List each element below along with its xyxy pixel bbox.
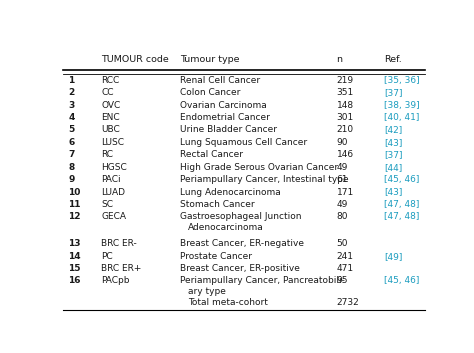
Text: PC: PC [101,252,113,261]
Text: Breast Cancer, ER-positive: Breast Cancer, ER-positive [181,264,301,273]
Text: 95: 95 [337,276,348,286]
Text: SC: SC [101,200,113,209]
Text: BRC ER+: BRC ER+ [101,264,142,273]
Text: Colon Cancer: Colon Cancer [181,88,241,97]
Text: TUMOUR code: TUMOUR code [101,55,169,64]
Text: 146: 146 [337,150,354,159]
Text: [40, 41]: [40, 41] [384,113,420,122]
Text: 61: 61 [337,175,348,184]
Text: 148: 148 [337,101,354,110]
Text: RCC: RCC [101,76,120,85]
Text: [37]: [37] [384,150,403,159]
Text: 1: 1 [68,76,75,85]
Text: 50: 50 [337,239,348,248]
Text: [37]: [37] [384,88,403,97]
Text: [47, 48]: [47, 48] [384,200,420,209]
Text: [43]: [43] [384,187,403,197]
Text: 14: 14 [68,252,81,261]
Text: 6: 6 [68,138,75,147]
Text: 219: 219 [337,76,354,85]
Text: Lung Adenocarcinoma: Lung Adenocarcinoma [181,187,281,197]
Text: Stomach Cancer: Stomach Cancer [181,200,255,209]
Text: 7: 7 [68,150,75,159]
Text: 80: 80 [337,213,348,221]
Text: HGSC: HGSC [101,163,127,172]
Text: 471: 471 [337,264,354,273]
Text: 8: 8 [68,163,75,172]
Text: Periampullary Cancer, Pancreatobili-: Periampullary Cancer, Pancreatobili- [181,276,346,286]
Text: 3: 3 [68,101,75,110]
Text: Endometrial Cancer: Endometrial Cancer [181,113,270,122]
Text: [45, 46]: [45, 46] [384,276,420,286]
Text: 16: 16 [68,276,81,286]
Text: [43]: [43] [384,138,403,147]
Text: [35, 36]: [35, 36] [384,76,420,85]
Text: 241: 241 [337,252,354,261]
Text: Prostate Cancer: Prostate Cancer [181,252,253,261]
Text: n: n [337,55,343,64]
Text: 10: 10 [68,187,81,197]
Text: 171: 171 [337,187,354,197]
Text: [47, 48]: [47, 48] [384,213,420,221]
Text: 9: 9 [68,175,75,184]
Text: Renal Cell Cancer: Renal Cell Cancer [181,76,261,85]
Text: 4: 4 [68,113,75,122]
Text: OVC: OVC [101,101,121,110]
Text: RC: RC [101,150,113,159]
Text: [49]: [49] [384,252,403,261]
Text: PACi: PACi [101,175,121,184]
Text: GECA: GECA [101,213,127,221]
Text: Periampullary Cancer, Intestinal type: Periampullary Cancer, Intestinal type [181,175,349,184]
Text: Gastroesophageal Junction: Gastroesophageal Junction [181,213,302,221]
Text: Tumour type: Tumour type [181,55,240,64]
Text: 90: 90 [337,138,348,147]
Text: 2: 2 [68,88,75,97]
Text: [38, 39]: [38, 39] [384,101,420,110]
Text: Urine Bladder Cancer: Urine Bladder Cancer [181,125,277,134]
Text: 49: 49 [337,200,348,209]
Text: LUSC: LUSC [101,138,125,147]
Text: 13: 13 [68,239,81,248]
Text: BRC ER-: BRC ER- [101,239,137,248]
Text: Ovarian Carcinoma: Ovarian Carcinoma [181,101,267,110]
Text: CC: CC [101,88,114,97]
Text: [44]: [44] [384,163,402,172]
Text: 351: 351 [337,88,354,97]
Text: LUAD: LUAD [101,187,126,197]
Text: PACpb: PACpb [101,276,130,286]
Text: 12: 12 [68,213,81,221]
Text: UBC: UBC [101,125,120,134]
Text: Adenocarcinoma: Adenocarcinoma [188,222,264,232]
Text: 301: 301 [337,113,354,122]
Text: [45, 46]: [45, 46] [384,175,420,184]
Text: 5: 5 [68,125,75,134]
Text: [42]: [42] [384,125,402,134]
Text: 2732: 2732 [337,298,359,307]
Text: 11: 11 [68,200,81,209]
Text: Total meta-cohort: Total meta-cohort [188,298,268,307]
Text: Breast Cancer, ER-negative: Breast Cancer, ER-negative [181,239,304,248]
Text: ary type: ary type [188,287,226,296]
Text: Rectal Cancer: Rectal Cancer [181,150,244,159]
Text: High Grade Serous Ovarian Cancer: High Grade Serous Ovarian Cancer [181,163,338,172]
Text: 49: 49 [337,163,348,172]
Text: ENC: ENC [101,113,120,122]
Text: Ref.: Ref. [384,55,402,64]
Text: 210: 210 [337,125,354,134]
Text: Lung Squamous Cell Cancer: Lung Squamous Cell Cancer [181,138,308,147]
Text: 15: 15 [68,264,81,273]
